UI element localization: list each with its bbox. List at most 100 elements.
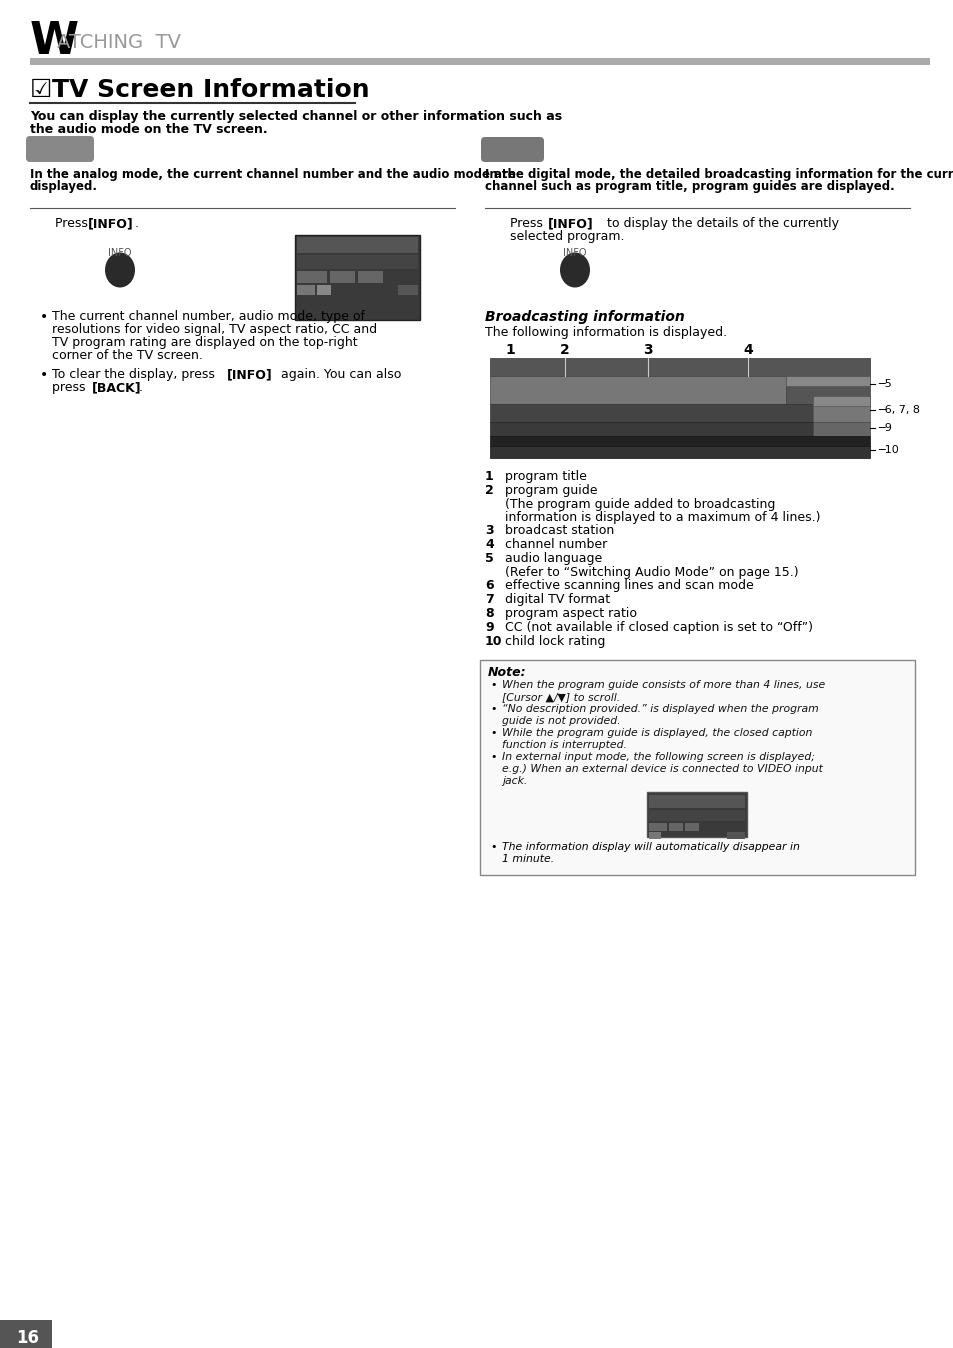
Bar	[812, 396, 869, 406]
Bar	[397, 284, 417, 295]
Text: 2: 2	[484, 484, 494, 497]
Text: 2: 2	[559, 342, 569, 357]
Text: 10: 10	[484, 635, 502, 648]
Text: 3: 3	[642, 342, 652, 357]
Text: Press: Press	[510, 217, 546, 231]
Ellipse shape	[105, 252, 135, 287]
Text: audio language: audio language	[504, 551, 601, 565]
Text: When the program guide consists of more than 4 lines, use: When the program guide consists of more …	[501, 679, 824, 690]
Ellipse shape	[559, 252, 589, 287]
Text: In the analog mode, the current channel number and the audio mode are: In the analog mode, the current channel …	[30, 168, 516, 181]
Text: 1 minute.: 1 minute.	[501, 855, 554, 864]
Text: information is displayed to a maximum of 4 lines.): information is displayed to a maximum of…	[504, 511, 820, 524]
Text: .: .	[135, 217, 139, 231]
Text: ─5: ─5	[877, 379, 891, 390]
Bar	[296, 271, 327, 283]
Bar	[646, 793, 746, 837]
Bar	[490, 404, 812, 422]
Text: 3: 3	[484, 524, 493, 537]
Text: •: •	[40, 310, 49, 324]
Bar	[812, 404, 869, 422]
Text: In the digital mode, the detailed broadcasting information for the current: In the digital mode, the detailed broadc…	[484, 168, 953, 181]
Text: child lock rating: child lock rating	[504, 635, 605, 648]
Text: You can display the currently selected channel or other information such as: You can display the currently selected c…	[30, 111, 561, 123]
Text: program title: program title	[504, 470, 586, 483]
Text: to display the details of the currently: to display the details of the currently	[602, 217, 838, 231]
Text: 4: 4	[742, 342, 752, 357]
Text: channel number: channel number	[504, 538, 607, 551]
Text: ATCHING  TV: ATCHING TV	[57, 32, 181, 53]
Bar	[296, 284, 314, 295]
Text: ☑: ☑	[30, 78, 52, 102]
Bar	[726, 832, 744, 838]
Text: ─9: ─9	[877, 423, 891, 433]
Bar	[785, 376, 869, 404]
Bar	[684, 824, 699, 830]
Text: .: .	[139, 381, 143, 394]
Bar	[648, 832, 660, 838]
Text: •: •	[490, 679, 496, 690]
Text: ─10: ─10	[877, 445, 898, 456]
FancyBboxPatch shape	[479, 661, 914, 875]
Text: W: W	[30, 20, 79, 63]
Text: [Cursor ▲/▼] to scroll.: [Cursor ▲/▼] to scroll.	[501, 692, 619, 702]
Text: While the program guide is displayed, the closed caption: While the program guide is displayed, th…	[501, 728, 812, 737]
Text: press: press	[52, 381, 90, 394]
Text: Press: Press	[55, 217, 91, 231]
Text: 4: 4	[484, 538, 494, 551]
Text: ─6, 7, 8: ─6, 7, 8	[877, 404, 919, 415]
Bar	[0, 1320, 52, 1348]
Text: To clear the display, press: To clear the display, press	[52, 368, 218, 381]
Bar	[785, 376, 869, 386]
Bar	[812, 422, 869, 435]
Text: INFO: INFO	[562, 248, 586, 257]
Text: guide is not provided.: guide is not provided.	[501, 716, 620, 727]
Text: •: •	[490, 704, 496, 714]
Text: (The program guide added to broadcasting: (The program guide added to broadcasting	[504, 497, 775, 511]
Text: channel such as program title, program guides are displayed.: channel such as program title, program g…	[484, 181, 894, 193]
Text: Note:: Note:	[488, 666, 526, 679]
Bar	[648, 795, 744, 807]
Text: •: •	[490, 752, 496, 762]
Text: 1: 1	[484, 470, 494, 483]
Text: •: •	[40, 368, 49, 381]
Text: again. You can also: again. You can also	[276, 368, 401, 381]
Text: [INFO]: [INFO]	[227, 368, 273, 381]
Text: 6: 6	[484, 580, 493, 592]
Text: Broadcasting information: Broadcasting information	[484, 310, 684, 324]
Text: INFO: INFO	[108, 248, 132, 257]
Text: •: •	[490, 728, 496, 737]
Text: [BACK]: [BACK]	[91, 381, 141, 394]
Text: broadcast station: broadcast station	[504, 524, 614, 537]
Text: jack.: jack.	[501, 776, 527, 786]
Text: CC (not available if closed caption is set to “Off”): CC (not available if closed caption is s…	[504, 621, 812, 634]
Text: TV program rating are displayed on the top-right: TV program rating are displayed on the t…	[52, 336, 357, 349]
Text: program aspect ratio: program aspect ratio	[504, 607, 637, 620]
Text: [INFO]: [INFO]	[88, 217, 133, 231]
Bar	[490, 359, 869, 376]
Bar	[490, 446, 869, 458]
Bar	[294, 235, 419, 319]
Text: 7: 7	[484, 593, 494, 607]
Bar	[330, 271, 355, 283]
Bar	[490, 422, 812, 435]
Text: selected program.: selected program.	[510, 231, 624, 243]
Text: the audio mode on the TV screen.: the audio mode on the TV screen.	[30, 123, 268, 136]
Text: 9: 9	[484, 621, 493, 634]
Bar	[296, 255, 417, 270]
Text: The following information is displayed.: The following information is displayed.	[484, 326, 726, 338]
Bar	[668, 824, 682, 830]
Bar	[648, 810, 744, 821]
Text: 5: 5	[484, 551, 494, 565]
Text: TV Screen Information: TV Screen Information	[52, 78, 369, 102]
Text: program guide: program guide	[504, 484, 597, 497]
Bar	[316, 284, 331, 295]
Text: digital TV format: digital TV format	[504, 593, 610, 607]
Bar	[490, 376, 785, 404]
FancyBboxPatch shape	[26, 136, 94, 162]
Text: resolutions for video signal, TV aspect ratio, CC and: resolutions for video signal, TV aspect …	[52, 324, 376, 336]
Bar	[490, 435, 869, 446]
Bar	[296, 237, 417, 253]
Text: [INFO]: [INFO]	[547, 217, 593, 231]
FancyBboxPatch shape	[480, 137, 543, 162]
